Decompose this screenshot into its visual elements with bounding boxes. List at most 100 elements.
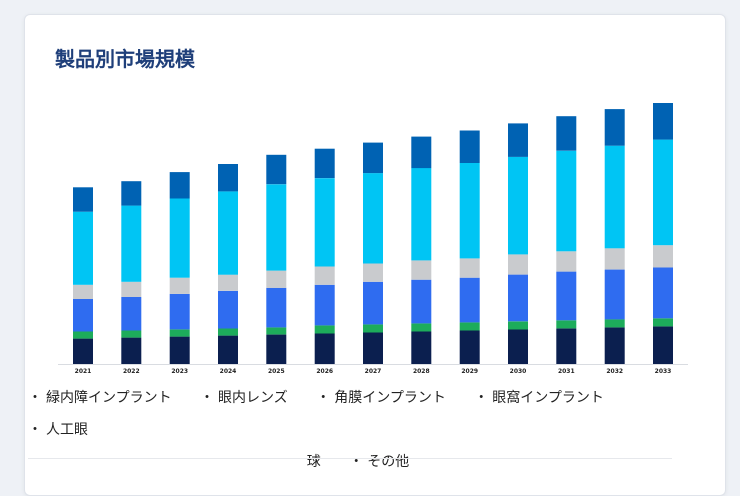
bar-segment-2025-series-3[interactable] <box>266 270 287 288</box>
bar-segment-2028-series-0[interactable] <box>411 331 432 365</box>
legend-item-artificial-eye[interactable]: ・人工眼 <box>28 414 88 446</box>
bar-segment-2033-series-3[interactable] <box>653 245 673 268</box>
bar-segment-2030-series-2[interactable] <box>508 274 528 322</box>
bar-segment-2030-series-5[interactable] <box>508 123 528 157</box>
bar-segment-2029-series-2[interactable] <box>459 277 480 323</box>
bar-segment-2032-series-5[interactable] <box>604 109 625 146</box>
legend-item-orbital-implant[interactable]: ・眼窩インプラント <box>474 382 604 414</box>
bar-segment-2027-series-0[interactable] <box>363 332 383 365</box>
bar-segment-2029-series-5[interactable] <box>459 130 480 164</box>
bar-segment-2032-series-2[interactable] <box>604 269 625 320</box>
x-tick-label-2025: 2025 <box>268 368 285 375</box>
bar-segment-2022-series-4[interactable] <box>121 205 142 282</box>
bar-segment-2027-series-5[interactable] <box>363 142 383 174</box>
bar-segment-2022-series-2[interactable] <box>121 297 142 331</box>
bar-segment-2022-series-5[interactable] <box>121 181 142 206</box>
bar-segment-2024-series-3[interactable] <box>218 274 238 291</box>
bar-segment-2023-series-0[interactable] <box>169 336 190 364</box>
bar-segment-2031-series-1[interactable] <box>556 320 577 329</box>
bar-segment-2027-series-2[interactable] <box>363 281 383 325</box>
bar-segment-2031-series-5[interactable] <box>556 116 577 151</box>
bar-segment-2029-series-3[interactable] <box>459 258 480 278</box>
x-tick-label-2029: 2029 <box>461 368 478 375</box>
bar-segment-2032-series-3[interactable] <box>604 248 625 270</box>
bar-segment-2032-series-1[interactable] <box>604 319 625 328</box>
bar-segment-2032-series-0[interactable] <box>604 327 625 364</box>
bar-segment-2023-series-4[interactable] <box>169 198 190 278</box>
bar-segment-2031-series-2[interactable] <box>556 271 577 321</box>
x-tick-label-2030: 2030 <box>510 368 527 375</box>
bar-segment-2030-series-4[interactable] <box>508 156 528 255</box>
legend-item-intraocular-lens[interactable]: ・眼内レンズ <box>200 382 288 414</box>
bar-segment-2023-series-5[interactable] <box>169 172 190 199</box>
bar-segment-2021-series-1[interactable] <box>73 331 93 339</box>
x-tick-label-2028: 2028 <box>413 368 430 375</box>
bar-segment-2024-series-0[interactable] <box>218 335 238 364</box>
bar-segment-2026-series-1[interactable] <box>314 325 335 334</box>
bar-segment-2021-series-5[interactable] <box>73 187 93 212</box>
bar-segment-2023-series-2[interactable] <box>169 293 190 330</box>
bar-segment-2024-series-1[interactable] <box>218 328 238 336</box>
bar-segment-2030-series-1[interactable] <box>508 321 528 330</box>
bar-segment-2026-series-0[interactable] <box>314 333 335 365</box>
legend-item-other[interactable]: ・その他 <box>349 446 409 478</box>
legend-bullet: ・ <box>200 390 215 406</box>
bar-segment-2026-series-2[interactable] <box>314 284 335 326</box>
bar-segment-2021-series-2[interactable] <box>73 299 93 332</box>
stacked-bar-chart: 2021 2022 2023 2024 2025 2026 2027 2028 2029 2030… <box>58 103 688 375</box>
bar-segment-2031-series-4[interactable] <box>556 150 577 252</box>
x-tick-label-2022: 2022 <box>123 368 140 375</box>
bar-segment-2029-series-1[interactable] <box>459 322 480 331</box>
bar-segment-2025-series-4[interactable] <box>266 184 287 271</box>
bar-segment-2029-series-0[interactable] <box>459 330 480 365</box>
bar-segment-2023-series-1[interactable] <box>169 329 190 337</box>
bar-segment-2028-series-5[interactable] <box>411 136 432 169</box>
x-tick-label-2032: 2032 <box>606 368 623 375</box>
legend-item-corneal-implant[interactable]: ・角膜インプラント <box>316 382 446 414</box>
bar-segment-2024-series-5[interactable] <box>218 164 238 192</box>
bar-segment-2033-series-2[interactable] <box>653 267 673 319</box>
bar-segment-2028-series-4[interactable] <box>411 168 432 261</box>
x-tick-label-2031: 2031 <box>558 368 575 375</box>
bar-segment-2032-series-4[interactable] <box>604 145 625 249</box>
bar-segment-2031-series-3[interactable] <box>556 251 577 272</box>
bar-segment-2026-series-5[interactable] <box>314 148 335 179</box>
bar-segment-2025-series-5[interactable] <box>266 154 287 185</box>
bar-segment-2031-series-0[interactable] <box>556 328 577 365</box>
bar-segment-2033-series-4[interactable] <box>653 139 673 246</box>
bar-segment-2023-series-3[interactable] <box>169 277 190 294</box>
bar-segment-2025-series-0[interactable] <box>266 334 287 364</box>
bar-segment-2028-series-1[interactable] <box>411 323 432 332</box>
bar-segment-2027-series-1[interactable] <box>363 324 383 333</box>
chart-legend: ・緑内障インプラント ・眼内レンズ ・角膜インプラント ・眼窩インプラント ・人… <box>28 382 688 478</box>
x-tick-label-2033: 2033 <box>655 368 672 375</box>
x-tick-label-2021: 2021 <box>75 368 92 375</box>
bar-segment-2028-series-3[interactable] <box>411 260 432 280</box>
bar-segment-2027-series-4[interactable] <box>363 173 383 264</box>
bar-segment-2021-series-3[interactable] <box>73 284 93 299</box>
bar-segment-2025-series-1[interactable] <box>266 327 287 335</box>
bar-segment-2022-series-3[interactable] <box>121 281 142 297</box>
bar-segment-2026-series-4[interactable] <box>314 178 335 267</box>
legend-item-artificial-eye-wrap: 球 <box>306 454 321 470</box>
bar-segment-2021-series-0[interactable] <box>73 338 93 364</box>
bar-segment-2033-series-1[interactable] <box>653 318 673 327</box>
bar-segment-2022-series-0[interactable] <box>121 337 142 364</box>
bar-segment-2027-series-3[interactable] <box>363 263 383 282</box>
bar-segment-2028-series-2[interactable] <box>411 279 432 324</box>
legend-item-glaucoma-implant[interactable]: ・緑内障インプラント <box>28 382 172 414</box>
bar-segment-2024-series-2[interactable] <box>218 290 238 329</box>
bar-segment-2025-series-2[interactable] <box>266 287 287 328</box>
legend-bullet: ・ <box>316 390 331 406</box>
bar-segment-2022-series-1[interactable] <box>121 330 142 338</box>
x-tick-label-2027: 2027 <box>365 368 382 375</box>
bar-segment-2021-series-4[interactable] <box>73 211 93 285</box>
bar-segment-2030-series-3[interactable] <box>508 254 528 275</box>
bar-segment-2030-series-0[interactable] <box>508 329 528 365</box>
bar-segment-2033-series-5[interactable] <box>653 103 673 140</box>
bar-segment-2024-series-4[interactable] <box>218 191 238 275</box>
bar-segment-2026-series-3[interactable] <box>314 266 335 285</box>
bar-segment-2033-series-0[interactable] <box>653 326 673 364</box>
bar-segment-2029-series-4[interactable] <box>459 163 480 259</box>
x-tick-label-2026: 2026 <box>316 368 333 375</box>
